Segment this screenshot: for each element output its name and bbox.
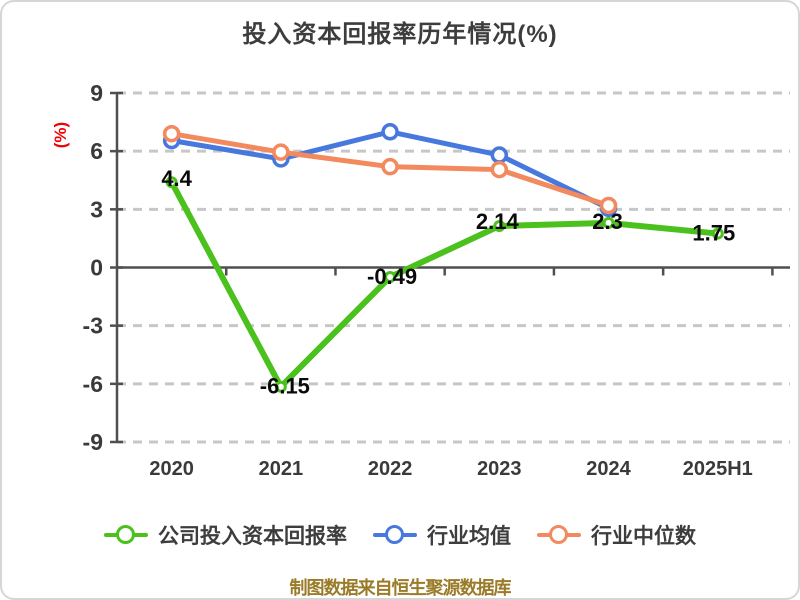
data-point-industry-mean bbox=[381, 123, 399, 141]
legend-item-industry-median: 行业中位数 bbox=[537, 520, 696, 550]
x-tick-label: 2020 bbox=[149, 458, 194, 480]
legend-label-company-roic: 公司投入资本回报率 bbox=[158, 525, 347, 548]
data-point-company-roic bbox=[165, 176, 178, 189]
data-point-industry-median bbox=[599, 196, 618, 215]
data-point-industry-mean bbox=[490, 146, 509, 164]
legend-item-industry-mean: 行业均值 bbox=[373, 520, 511, 550]
x-tick-label: 2025H1 bbox=[683, 458, 753, 480]
legend-marker-company-roic-icon bbox=[104, 525, 148, 545]
x-tick-label: 2022 bbox=[368, 458, 413, 480]
data-point-industry-median bbox=[490, 160, 509, 179]
y-tick-label: 3 bbox=[90, 196, 103, 222]
y-tick-label: 0 bbox=[90, 255, 103, 281]
legend-marker-industry-mean-icon bbox=[373, 525, 417, 545]
x-tick-label: 2023 bbox=[477, 458, 522, 480]
y-tick-label: 6 bbox=[90, 138, 103, 164]
data-point-industry-median bbox=[162, 124, 181, 143]
data-point-industry-median bbox=[272, 143, 290, 161]
legend-marker-industry-median-icon bbox=[537, 525, 581, 545]
data-point-company-roic bbox=[711, 227, 724, 240]
legend-label-industry-mean: 行业均值 bbox=[427, 525, 511, 548]
y-tick-label: -6 bbox=[83, 371, 103, 397]
chart-legend: 公司投入资本回报率 行业均值 行业中位数 bbox=[2, 520, 798, 550]
x-tick-label: 2021 bbox=[259, 458, 304, 480]
data-point-company-roic bbox=[274, 380, 287, 393]
x-tick-label: 2024 bbox=[586, 458, 631, 480]
data-source-note: 制图数据来自恒生聚源数据库 bbox=[289, 578, 512, 598]
value-label: -0.49 bbox=[367, 264, 417, 289]
data-point-company-roic bbox=[493, 220, 506, 233]
data-point-company-roic bbox=[384, 271, 397, 284]
y-tick-label: -3 bbox=[83, 313, 103, 339]
value-label: 4.4 bbox=[161, 166, 192, 191]
legend-item-company-roic: 公司投入资本回报率 bbox=[104, 520, 347, 550]
value-label: 1.75 bbox=[692, 221, 735, 246]
y-tick-label: -9 bbox=[83, 429, 103, 455]
y-tick-label: 9 bbox=[90, 80, 103, 106]
data-point-industry-median bbox=[381, 157, 399, 176]
series-line-company-roic bbox=[168, 179, 721, 390]
value-label: 2.14 bbox=[476, 209, 520, 234]
chart-title: 投入资本回报率历年情况(%) bbox=[242, 21, 558, 48]
chart-plot-area: 9 6 3 0 -3 -6 -9 2020 2021 2022 2023 2024 2025H1 4.4 -… bbox=[83, 80, 790, 480]
value-label: 2.3 bbox=[592, 209, 623, 234]
legend-label-industry-median: 行业中位数 bbox=[591, 525, 696, 548]
data-point-company-roic bbox=[602, 216, 615, 229]
value-label: -6.15 bbox=[260, 374, 310, 399]
